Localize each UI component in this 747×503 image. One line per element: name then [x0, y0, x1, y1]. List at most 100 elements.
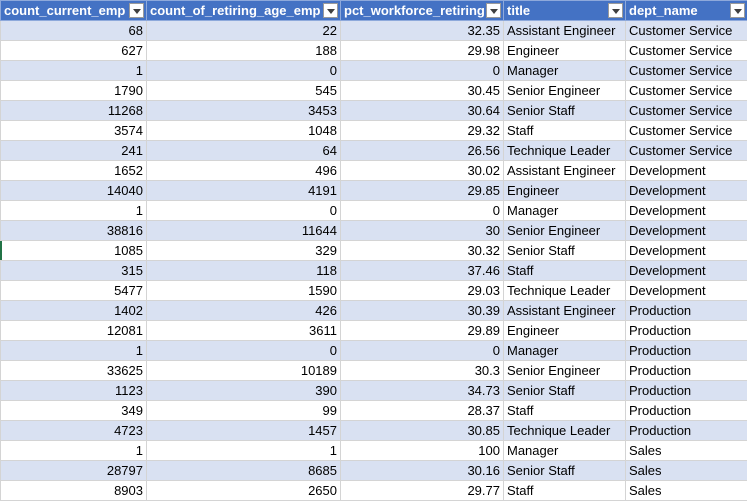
- cell-title[interactable]: Senior Engineer: [503, 220, 626, 241]
- cell-title[interactable]: Senior Staff: [503, 460, 626, 481]
- column-header-dept-name[interactable]: dept_name: [625, 0, 747, 21]
- cell-count-of-retiring-age-emp[interactable]: 1048: [146, 120, 341, 141]
- cell-count-of-retiring-age-emp[interactable]: 0: [146, 60, 341, 81]
- cell-count-of-retiring-age-emp[interactable]: 10189: [146, 360, 341, 381]
- cell-count-current-emp[interactable]: 28797: [0, 460, 147, 481]
- cell-count-current-emp[interactable]: 1652: [0, 160, 147, 181]
- cell-pct-workforce-retiring[interactable]: 30.85: [340, 420, 504, 441]
- cell-count-current-emp[interactable]: 1085: [0, 240, 147, 261]
- cell-count-current-emp[interactable]: 1: [0, 340, 147, 361]
- cell-title[interactable]: Staff: [503, 480, 626, 501]
- cell-pct-workforce-retiring[interactable]: 0: [340, 340, 504, 361]
- cell-title[interactable]: Senior Staff: [503, 240, 626, 261]
- cell-title[interactable]: Manager: [503, 440, 626, 461]
- cell-count-current-emp[interactable]: 38816: [0, 220, 147, 241]
- column-header-title[interactable]: title: [503, 0, 626, 21]
- cell-pct-workforce-retiring[interactable]: 30.16: [340, 460, 504, 481]
- cell-count-current-emp[interactable]: 1: [0, 200, 147, 221]
- cell-title[interactable]: Senior Staff: [503, 380, 626, 401]
- cell-count-current-emp[interactable]: 14040: [0, 180, 147, 201]
- cell-count-of-retiring-age-emp[interactable]: 390: [146, 380, 341, 401]
- cell-count-current-emp[interactable]: 1: [0, 60, 147, 81]
- cell-count-of-retiring-age-emp[interactable]: 0: [146, 340, 341, 361]
- cell-pct-workforce-retiring[interactable]: 30.32: [340, 240, 504, 261]
- column-header-count-current-emp[interactable]: count_current_emp: [0, 0, 147, 21]
- cell-count-of-retiring-age-emp[interactable]: 1590: [146, 280, 341, 301]
- filter-dropdown-icon[interactable]: [486, 3, 501, 18]
- cell-pct-workforce-retiring[interactable]: 26.56: [340, 140, 504, 161]
- cell-dept-name[interactable]: Production: [625, 300, 747, 321]
- cell-count-of-retiring-age-emp[interactable]: 329: [146, 240, 341, 261]
- cell-pct-workforce-retiring[interactable]: 29.89: [340, 320, 504, 341]
- cell-dept-name[interactable]: Production: [625, 420, 747, 441]
- cell-pct-workforce-retiring[interactable]: 30.45: [340, 80, 504, 101]
- cell-dept-name[interactable]: Production: [625, 400, 747, 421]
- column-header-count-of-retiring-age-emp[interactable]: count_of_retiring_age_emp: [146, 0, 341, 21]
- cell-title[interactable]: Assistant Engineer: [503, 300, 626, 321]
- cell-dept-name[interactable]: Development: [625, 260, 747, 281]
- cell-pct-workforce-retiring[interactable]: 30: [340, 220, 504, 241]
- cell-count-of-retiring-age-emp[interactable]: 1457: [146, 420, 341, 441]
- cell-pct-workforce-retiring[interactable]: 34.73: [340, 380, 504, 401]
- cell-dept-name[interactable]: Customer Service: [625, 120, 747, 141]
- cell-count-current-emp[interactable]: 8903: [0, 480, 147, 501]
- cell-count-of-retiring-age-emp[interactable]: 4191: [146, 180, 341, 201]
- cell-pct-workforce-retiring[interactable]: 30.64: [340, 100, 504, 121]
- cell-title[interactable]: Manager: [503, 340, 626, 361]
- cell-count-current-emp[interactable]: 12081: [0, 320, 147, 341]
- cell-pct-workforce-retiring[interactable]: 32.35: [340, 20, 504, 41]
- cell-pct-workforce-retiring[interactable]: 29.77: [340, 480, 504, 501]
- cell-count-of-retiring-age-emp[interactable]: 3453: [146, 100, 341, 121]
- cell-dept-name[interactable]: Development: [625, 240, 747, 261]
- cell-title[interactable]: Staff: [503, 400, 626, 421]
- cell-count-of-retiring-age-emp[interactable]: 99: [146, 400, 341, 421]
- cell-count-of-retiring-age-emp[interactable]: 496: [146, 160, 341, 181]
- cell-dept-name[interactable]: Development: [625, 160, 747, 181]
- cell-count-of-retiring-age-emp[interactable]: 3611: [146, 320, 341, 341]
- cell-count-of-retiring-age-emp[interactable]: 11644: [146, 220, 341, 241]
- cell-title[interactable]: Staff: [503, 260, 626, 281]
- cell-count-current-emp[interactable]: 3574: [0, 120, 147, 141]
- cell-dept-name[interactable]: Development: [625, 180, 747, 201]
- cell-pct-workforce-retiring[interactable]: 29.03: [340, 280, 504, 301]
- cell-pct-workforce-retiring[interactable]: 30.39: [340, 300, 504, 321]
- cell-count-of-retiring-age-emp[interactable]: 118: [146, 260, 341, 281]
- cell-title[interactable]: Engineer: [503, 40, 626, 61]
- cell-dept-name[interactable]: Sales: [625, 460, 747, 481]
- cell-title[interactable]: Technique Leader: [503, 280, 626, 301]
- cell-title[interactable]: Senior Staff: [503, 100, 626, 121]
- cell-count-current-emp[interactable]: 241: [0, 140, 147, 161]
- cell-dept-name[interactable]: Customer Service: [625, 40, 747, 61]
- filter-dropdown-icon[interactable]: [129, 3, 144, 18]
- cell-dept-name[interactable]: Production: [625, 320, 747, 341]
- cell-pct-workforce-retiring[interactable]: 29.32: [340, 120, 504, 141]
- cell-title[interactable]: Senior Engineer: [503, 360, 626, 381]
- cell-title[interactable]: Assistant Engineer: [503, 160, 626, 181]
- column-header-pct-workforce-retiring[interactable]: pct_workforce_retiring: [340, 0, 504, 21]
- cell-count-current-emp[interactable]: 5477: [0, 280, 147, 301]
- cell-count-of-retiring-age-emp[interactable]: 426: [146, 300, 341, 321]
- filter-dropdown-icon[interactable]: [608, 3, 623, 18]
- cell-title[interactable]: Technique Leader: [503, 140, 626, 161]
- cell-count-current-emp[interactable]: 68: [0, 20, 147, 41]
- cell-pct-workforce-retiring[interactable]: 0: [340, 60, 504, 81]
- cell-count-current-emp[interactable]: 1123: [0, 380, 147, 401]
- cell-title[interactable]: Manager: [503, 200, 626, 221]
- cell-count-of-retiring-age-emp[interactable]: 22: [146, 20, 341, 41]
- cell-dept-name[interactable]: Production: [625, 340, 747, 361]
- cell-dept-name[interactable]: Customer Service: [625, 100, 747, 121]
- cell-dept-name[interactable]: Customer Service: [625, 80, 747, 101]
- cell-count-current-emp[interactable]: 1402: [0, 300, 147, 321]
- cell-pct-workforce-retiring[interactable]: 29.98: [340, 40, 504, 61]
- cell-count-current-emp[interactable]: 627: [0, 40, 147, 61]
- cell-title[interactable]: Engineer: [503, 320, 626, 341]
- cell-count-of-retiring-age-emp[interactable]: 188: [146, 40, 341, 61]
- filter-dropdown-icon[interactable]: [323, 3, 338, 18]
- cell-dept-name[interactable]: Production: [625, 380, 747, 401]
- cell-dept-name[interactable]: Customer Service: [625, 60, 747, 81]
- cell-count-current-emp[interactable]: 349: [0, 400, 147, 421]
- cell-title[interactable]: Technique Leader: [503, 420, 626, 441]
- cell-pct-workforce-retiring[interactable]: 30.02: [340, 160, 504, 181]
- cell-count-current-emp[interactable]: 33625: [0, 360, 147, 381]
- cell-dept-name[interactable]: Development: [625, 200, 747, 221]
